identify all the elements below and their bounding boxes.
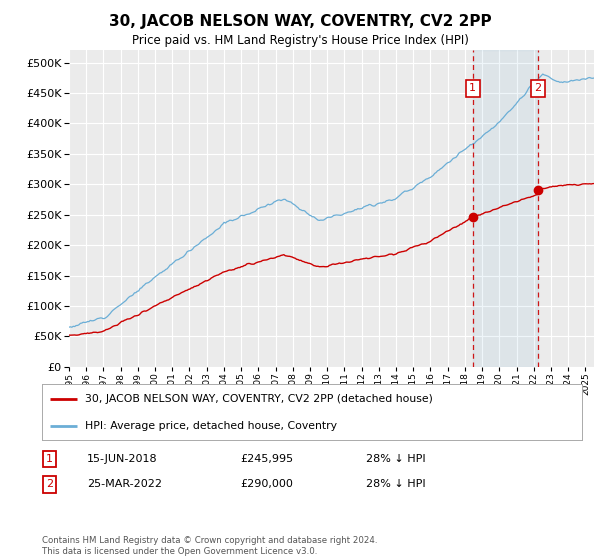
Text: 2: 2 [46, 479, 53, 489]
Text: 2: 2 [534, 83, 541, 94]
Text: HPI: Average price, detached house, Coventry: HPI: Average price, detached house, Cove… [85, 421, 337, 431]
Text: 1: 1 [46, 454, 53, 464]
Text: 15-JUN-2018: 15-JUN-2018 [87, 454, 158, 464]
Text: 1: 1 [469, 83, 476, 94]
Text: Contains HM Land Registry data © Crown copyright and database right 2024.
This d: Contains HM Land Registry data © Crown c… [42, 536, 377, 556]
Text: £290,000: £290,000 [240, 479, 293, 489]
Text: 28% ↓ HPI: 28% ↓ HPI [366, 454, 425, 464]
Text: 28% ↓ HPI: 28% ↓ HPI [366, 479, 425, 489]
Text: £245,995: £245,995 [240, 454, 293, 464]
Text: 25-MAR-2022: 25-MAR-2022 [87, 479, 162, 489]
Text: Price paid vs. HM Land Registry's House Price Index (HPI): Price paid vs. HM Land Registry's House … [131, 34, 469, 46]
Text: 30, JACOB NELSON WAY, COVENTRY, CV2 2PP: 30, JACOB NELSON WAY, COVENTRY, CV2 2PP [109, 14, 491, 29]
Text: 30, JACOB NELSON WAY, COVENTRY, CV2 2PP (detached house): 30, JACOB NELSON WAY, COVENTRY, CV2 2PP … [85, 394, 433, 404]
Bar [473, 50, 538, 367]
